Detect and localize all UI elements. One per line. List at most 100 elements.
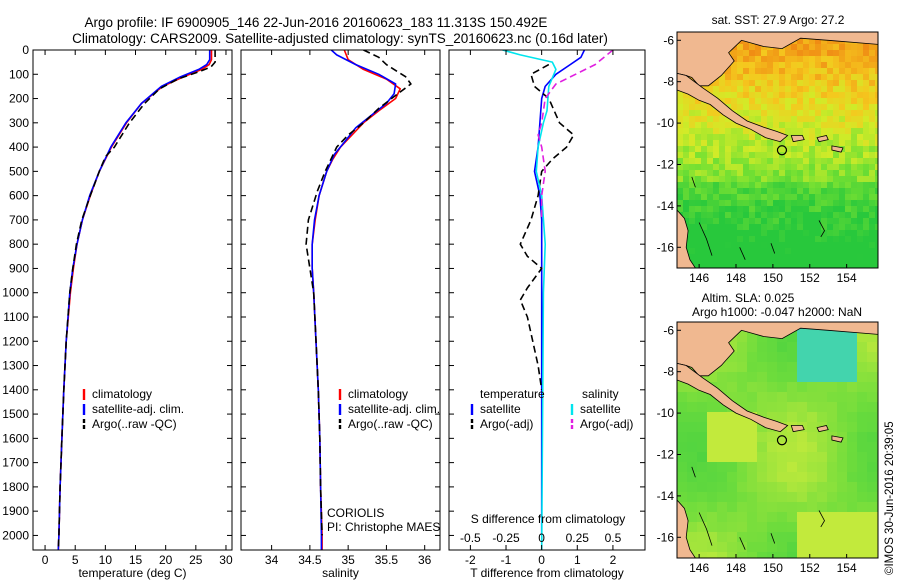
map-cell <box>787 532 798 543</box>
map-cell <box>809 254 816 261</box>
map-cell <box>743 56 750 63</box>
map-cell <box>761 152 768 159</box>
map-cell <box>737 68 744 75</box>
map-cell <box>747 442 758 453</box>
map-cell <box>821 206 828 213</box>
map-cell <box>743 194 750 201</box>
map-cell <box>761 110 768 117</box>
map-cell <box>847 362 858 373</box>
map-cell <box>767 492 778 503</box>
map-cell <box>717 472 728 483</box>
map-cell <box>821 230 828 237</box>
map-cell <box>773 176 780 183</box>
map-cell <box>713 152 720 159</box>
map-cell <box>779 260 786 267</box>
map-cell <box>737 218 744 225</box>
map-cell <box>737 512 748 523</box>
map-cell <box>695 152 702 159</box>
map-cell <box>767 242 774 249</box>
map-cell <box>827 352 838 363</box>
map-cell <box>851 236 858 243</box>
map-cell <box>863 128 870 135</box>
map-cell <box>875 56 878 63</box>
map-cell <box>867 332 878 343</box>
map-y-tick-label: -8 <box>663 75 674 89</box>
map-cell <box>797 230 804 237</box>
map-cell <box>877 362 878 373</box>
map-cell <box>731 224 738 231</box>
map-cell <box>755 206 762 213</box>
map-cell <box>695 104 702 111</box>
map-cell <box>791 254 798 261</box>
map-cell <box>851 134 858 141</box>
map-cell <box>767 342 778 353</box>
map-cell <box>857 412 868 423</box>
map-cell <box>677 110 684 117</box>
map-cell <box>791 182 798 189</box>
map-cell <box>803 200 810 207</box>
map-cell <box>767 432 778 443</box>
map-cell <box>857 86 864 93</box>
map-cell <box>717 462 728 473</box>
map-cell <box>785 134 792 141</box>
map-cell <box>869 68 876 75</box>
map-cell <box>863 98 870 105</box>
map-cell <box>839 62 846 69</box>
map-cell <box>807 502 818 513</box>
map-cell <box>845 164 852 171</box>
map-cell <box>785 146 792 153</box>
map-cell <box>847 542 858 553</box>
map-cell <box>827 92 834 99</box>
map-cell <box>837 522 848 533</box>
map-cell <box>773 266 780 268</box>
map-cell <box>821 164 828 171</box>
map-cell <box>857 122 864 129</box>
map-cell <box>821 122 828 129</box>
map-cell <box>767 116 774 123</box>
map-cell <box>785 206 792 213</box>
map-cell <box>737 472 748 483</box>
map-cell <box>737 362 748 373</box>
map-cell <box>839 182 846 189</box>
map-cell <box>777 362 788 373</box>
map-cell <box>731 248 738 255</box>
map-cell <box>725 182 732 189</box>
map-cell <box>827 188 834 195</box>
map-cell <box>767 176 774 183</box>
map-cell <box>857 362 868 373</box>
map-cell <box>713 248 720 255</box>
y-tick-label: 800 <box>9 237 29 251</box>
map-cell <box>761 200 768 207</box>
map-cell <box>677 104 684 111</box>
map-cell <box>697 552 708 558</box>
map-cell <box>837 332 848 343</box>
map-cell <box>749 116 756 123</box>
map-cell <box>863 266 870 268</box>
map-cell <box>677 382 688 393</box>
map-cell <box>867 542 878 553</box>
map-cell <box>755 218 762 225</box>
legend-label: Argo(-adj) <box>580 417 633 431</box>
map-cell <box>779 164 786 171</box>
map-cell <box>683 164 690 171</box>
map-cell <box>857 236 864 243</box>
diff-top-axis-label: S difference from climatology <box>471 512 626 526</box>
map-cell <box>827 158 834 165</box>
map-cell <box>713 188 720 195</box>
map-cell <box>863 146 870 153</box>
map-cell <box>707 194 714 201</box>
map-cell <box>803 80 810 87</box>
map-cell <box>687 542 698 553</box>
map-cell <box>785 248 792 255</box>
map-cell <box>839 140 846 147</box>
map-cell <box>821 224 828 231</box>
map-cell <box>773 68 780 75</box>
map-cell <box>833 74 840 81</box>
map-cell <box>767 170 774 177</box>
map-cell <box>797 50 804 57</box>
map-cell <box>807 422 818 433</box>
map-cell <box>857 110 864 117</box>
map-cell <box>877 342 878 353</box>
map-cell <box>677 442 688 453</box>
